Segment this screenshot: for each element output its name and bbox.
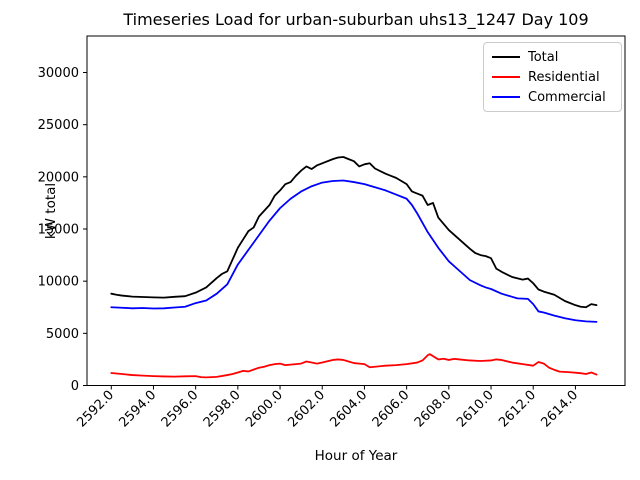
chart-title: Timeseries Load for urban-suburban uhs13… xyxy=(122,10,588,30)
x-tick-label: 2598.0 xyxy=(201,388,244,431)
legend-entry-commercial: Commercial xyxy=(492,87,613,107)
x-tick-label: 2600.0 xyxy=(243,388,286,431)
x-tick-label: 2596.0 xyxy=(159,388,202,431)
x-tick-label: 2614.0 xyxy=(538,388,581,431)
x-tick-label: 2606.0 xyxy=(370,388,413,431)
y-tick-label: 20000 xyxy=(38,170,79,185)
legend-swatch-total xyxy=(492,56,520,58)
legend-label: Total xyxy=(528,49,559,65)
series-line-commercial xyxy=(110,179,598,323)
legend-swatch-commercial xyxy=(492,96,520,98)
series-line-total xyxy=(110,156,598,309)
y-tick-label: 0 xyxy=(71,379,79,394)
y-tick-label: 25000 xyxy=(38,118,79,133)
x-tick-label: 2608.0 xyxy=(412,388,455,431)
x-tick-label: 2604.0 xyxy=(327,388,370,431)
legend-swatch-residential xyxy=(492,76,520,78)
y-axis-label: kW total xyxy=(43,183,59,239)
y-tick-label: 10000 xyxy=(38,275,79,290)
x-tick-label: 2610.0 xyxy=(454,388,497,431)
x-tick-label: 2594.0 xyxy=(117,388,160,431)
y-tick-label: 15000 xyxy=(38,223,79,238)
legend-entry-total: Total xyxy=(492,47,613,67)
plot-border xyxy=(86,35,626,386)
legend-label: Commercial xyxy=(528,89,606,105)
x-tick-label: 2592.0 xyxy=(74,388,117,431)
legend-label: Residential xyxy=(528,69,600,85)
legend: Total Residential Commercial xyxy=(483,42,622,112)
x-tick-label: 2612.0 xyxy=(496,388,539,431)
legend-entry-residential: Residential xyxy=(492,67,613,87)
series-line-residential xyxy=(110,353,598,379)
x-axis-label: Hour of Year xyxy=(315,448,398,464)
y-tick-label: 30000 xyxy=(38,66,79,81)
y-tick-label: 5000 xyxy=(46,327,79,342)
x-tick-label: 2602.0 xyxy=(285,388,328,431)
